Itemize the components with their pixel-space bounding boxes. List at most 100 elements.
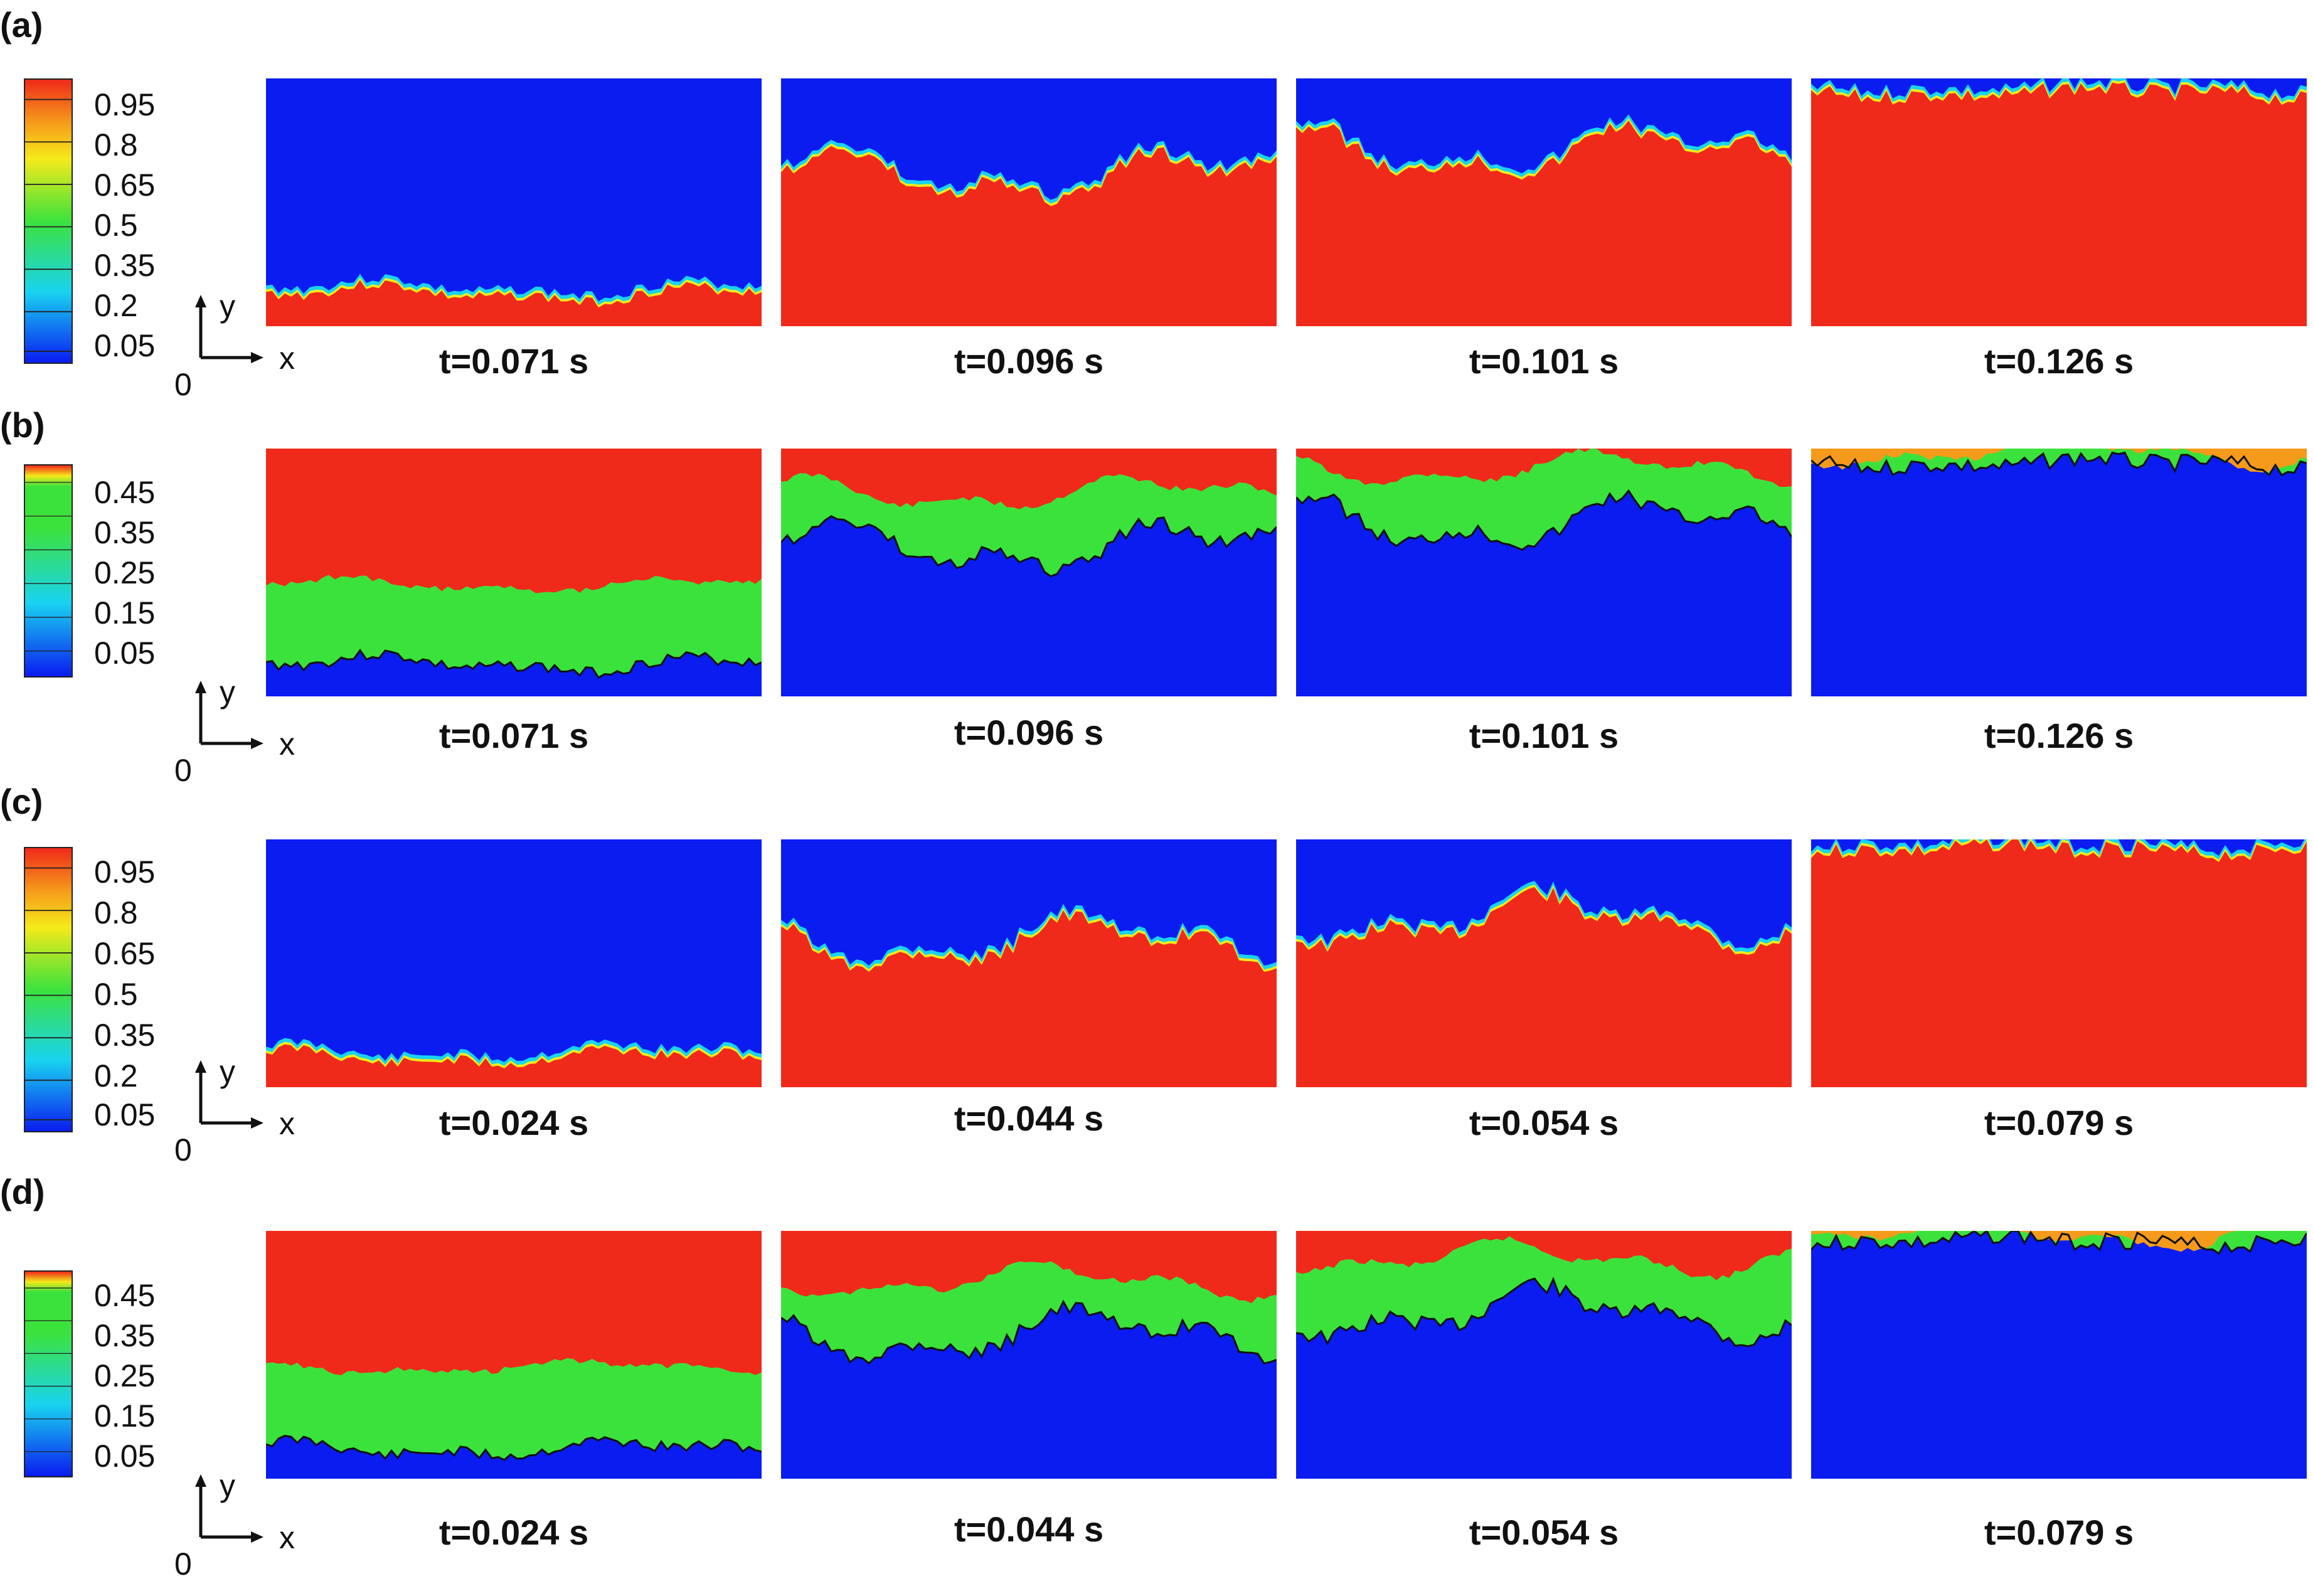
field-region — [781, 1231, 1277, 1304]
field-region — [266, 78, 762, 326]
field-region — [781, 910, 1277, 1087]
colorbar — [24, 1270, 73, 1477]
origin-label: 0 — [174, 1546, 192, 1582]
field-plot — [781, 78, 1277, 326]
field-region — [1811, 449, 2307, 696]
y-axis-label: y — [220, 674, 235, 710]
field-panel — [1811, 449, 2307, 696]
origin-label: 0 — [174, 1132, 192, 1168]
axis-indicator: y x 0 — [174, 289, 295, 402]
colorbar-tick: 0.15 — [94, 595, 156, 630]
time-label: t=0.044 s — [954, 1509, 1104, 1549]
colorbar — [24, 464, 73, 678]
colorbar-gradient — [25, 848, 72, 1131]
field-plot — [781, 839, 1277, 1087]
x-axis-label: x — [279, 726, 295, 762]
time-label: t=0.054 s — [1469, 1513, 1619, 1552]
time-label: t=0.101 s — [1469, 716, 1619, 755]
field-plot — [266, 449, 762, 696]
field-plot — [266, 839, 762, 1087]
field-plot — [781, 449, 1277, 696]
field-panel — [781, 1231, 1277, 1479]
x-axis-label: x — [279, 1520, 295, 1555]
colorbar-gradient — [25, 1272, 72, 1476]
field-region — [781, 449, 1277, 509]
colorbar-tick: 0.8 — [94, 895, 138, 930]
colorbar-tick: 0.8 — [94, 127, 138, 162]
colorbar-tick: 0.95 — [94, 854, 156, 890]
field-region — [266, 280, 762, 326]
time-label: t=0.071 s — [439, 716, 589, 755]
field-region — [1296, 887, 1792, 1087]
row-label: (b) — [0, 405, 45, 445]
field-panel — [1811, 78, 2307, 326]
colorbar-tick: 0.35 — [94, 1018, 156, 1053]
colorbar-tick: 0.65 — [94, 936, 156, 971]
colorbar-tick: 0.05 — [94, 1097, 156, 1132]
y-axis-label: y — [220, 1468, 235, 1503]
colorbar-tick: 0.35 — [94, 1318, 156, 1353]
time-label: t=0.054 s — [1469, 1103, 1619, 1142]
field-plot — [1811, 78, 2307, 326]
colorbar-tick: 0.05 — [94, 328, 156, 363]
time-label: t=0.096 s — [954, 713, 1104, 752]
field-region — [266, 1435, 762, 1461]
colorbar-gradient — [25, 80, 72, 363]
colorbar — [24, 847, 73, 1132]
colorbar-tick: 0.2 — [94, 288, 138, 323]
field-plot — [1296, 78, 1792, 326]
field-region — [266, 839, 762, 1087]
x-axis-label: x — [279, 341, 295, 376]
field-region — [1296, 449, 1792, 487]
colorbar-tick: 0.65 — [94, 168, 156, 203]
field-panel — [266, 1231, 762, 1479]
field-panel — [266, 449, 762, 696]
time-label: t=0.044 s — [954, 1099, 1104, 1138]
row-label: (a) — [0, 5, 43, 45]
field-region — [1811, 82, 2307, 326]
field-panel — [266, 78, 762, 326]
colorbar — [24, 78, 73, 364]
field-region — [781, 1299, 1277, 1365]
field-panel — [1296, 78, 1792, 326]
field-region — [781, 515, 1277, 578]
field-panel — [781, 449, 1277, 696]
colorbar-tick: 0.45 — [94, 475, 156, 510]
y-axis-label: y — [220, 289, 235, 324]
field-panel — [1296, 449, 1792, 696]
field-region — [781, 146, 1277, 326]
field-region — [266, 1044, 762, 1087]
field-plot — [781, 1231, 1277, 1479]
time-label: t=0.126 s — [1984, 341, 2134, 381]
field-panel — [1296, 1231, 1792, 1479]
field-region — [1296, 489, 1792, 551]
time-label: t=0.126 s — [1984, 716, 2134, 755]
time-label: t=0.071 s — [439, 341, 589, 381]
colorbar-tick: 0.95 — [94, 87, 156, 122]
colorbar-tick: 0.05 — [94, 636, 156, 671]
field-region — [1296, 120, 1792, 326]
field-plot — [1811, 1231, 2307, 1479]
colorbar-tick: 0.5 — [94, 977, 138, 1012]
x-axis-label: x — [279, 1106, 295, 1141]
axis-indicator: y x 0 — [174, 674, 295, 788]
field-region — [1296, 1231, 1792, 1280]
colorbar-tick: 0.25 — [94, 1358, 156, 1393]
field-plot — [1811, 449, 2307, 696]
colorbar-tick: 0.2 — [94, 1058, 138, 1093]
field-panel — [1296, 839, 1792, 1087]
time-label: t=0.101 s — [1469, 341, 1619, 381]
field-region — [266, 1231, 762, 1375]
field-plot — [266, 78, 762, 326]
field-region — [1811, 1231, 2307, 1255]
axis-indicator: y x 0 — [174, 1054, 295, 1168]
field-plot — [1296, 839, 1792, 1087]
field-plot — [1296, 449, 1792, 696]
field-region — [266, 648, 762, 679]
colorbar-tick: 0.25 — [94, 555, 156, 590]
colorbar-tick: 0.45 — [94, 1278, 156, 1313]
axis-indicator: y x 0 — [174, 1468, 295, 1582]
field-region — [266, 449, 762, 593]
origin-label: 0 — [174, 367, 192, 402]
field-region — [1811, 451, 2307, 477]
